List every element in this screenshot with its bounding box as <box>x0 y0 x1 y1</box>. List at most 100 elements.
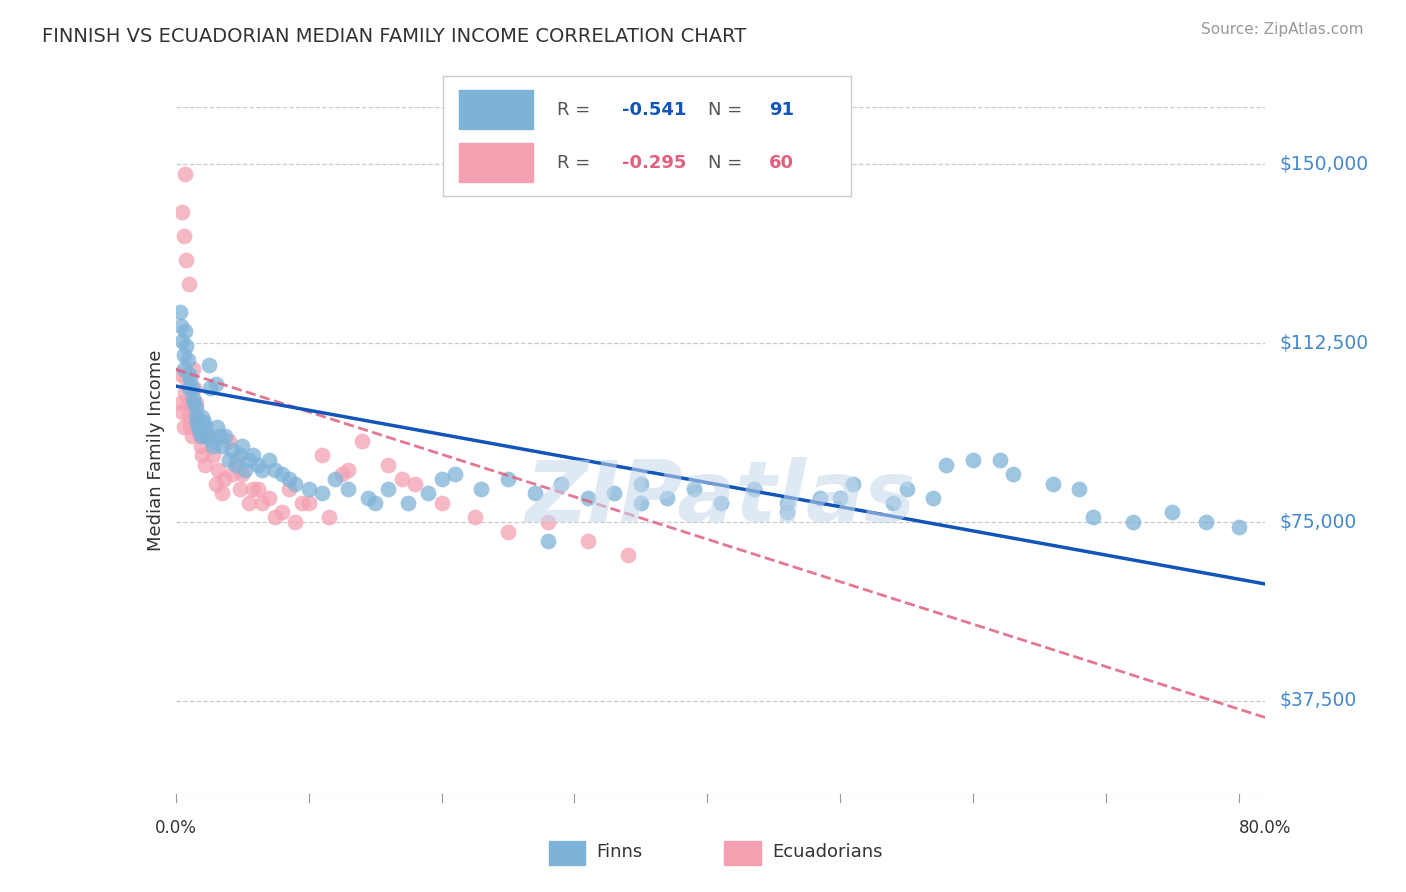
Point <box>184 401 207 415</box>
Point <box>242 448 264 462</box>
Point <box>170 319 193 334</box>
Point <box>173 228 195 243</box>
Point <box>1227 520 1250 534</box>
Point <box>174 386 197 401</box>
Point <box>187 419 209 434</box>
Bar <box>548 840 585 865</box>
Point <box>311 486 333 500</box>
Point <box>181 391 204 405</box>
Point <box>194 419 217 434</box>
Point <box>496 524 519 539</box>
Point <box>311 448 333 462</box>
Point <box>205 419 228 434</box>
Point <box>882 496 904 510</box>
Point <box>683 482 706 496</box>
Point <box>184 396 207 410</box>
Point <box>201 448 224 462</box>
Point <box>922 491 945 505</box>
Point <box>208 429 231 443</box>
Text: FINNISH VS ECUADORIAN MEDIAN FAMILY INCOME CORRELATION CHART: FINNISH VS ECUADORIAN MEDIAN FAMILY INCO… <box>42 27 747 45</box>
Point <box>177 410 200 425</box>
Point <box>194 458 217 472</box>
Point <box>177 396 200 410</box>
Point <box>231 439 253 453</box>
Point <box>201 439 224 453</box>
Point <box>218 434 240 448</box>
Text: R =: R = <box>557 153 596 171</box>
Point <box>830 491 852 505</box>
Point <box>537 534 560 549</box>
Point <box>174 324 197 338</box>
Point <box>233 462 256 476</box>
Point <box>191 410 214 425</box>
Point <box>228 482 250 496</box>
Text: N =: N = <box>709 153 748 171</box>
Point <box>391 472 413 486</box>
Point <box>177 381 200 395</box>
Point <box>198 429 221 443</box>
Point <box>173 419 195 434</box>
Text: N =: N = <box>709 101 748 119</box>
Point <box>228 448 250 462</box>
Point <box>1069 482 1091 496</box>
Point <box>277 482 299 496</box>
Point <box>776 496 799 510</box>
Point <box>377 458 399 472</box>
Point <box>257 491 280 505</box>
Point <box>430 472 453 486</box>
Point <box>242 482 264 496</box>
Point <box>238 496 260 510</box>
Point <box>186 415 208 429</box>
Point <box>464 510 486 524</box>
Point <box>710 496 733 510</box>
Text: $112,500: $112,500 <box>1279 334 1368 352</box>
Point <box>430 496 453 510</box>
Point <box>496 472 519 486</box>
Point <box>200 381 222 395</box>
Point <box>330 467 353 482</box>
Point <box>657 491 679 505</box>
Point <box>176 252 198 267</box>
Point <box>177 277 200 291</box>
Bar <box>460 144 533 182</box>
Point <box>298 482 321 496</box>
Point <box>221 467 243 482</box>
Text: 91: 91 <box>769 101 794 119</box>
Point <box>181 362 204 376</box>
Point <box>247 482 270 496</box>
Point <box>225 453 247 467</box>
Point <box>364 496 387 510</box>
Point <box>896 482 918 496</box>
Point <box>188 425 211 439</box>
Point <box>1121 515 1143 529</box>
Point <box>264 510 287 524</box>
Text: $150,000: $150,000 <box>1279 155 1368 174</box>
Point <box>935 458 957 472</box>
Point <box>742 482 765 496</box>
Point <box>172 334 194 348</box>
Point <box>186 410 208 425</box>
Point <box>183 381 205 395</box>
Point <box>170 396 193 410</box>
Point <box>191 448 214 462</box>
Point <box>180 381 202 395</box>
Point <box>179 372 201 386</box>
Point <box>187 419 209 434</box>
Point <box>169 305 191 319</box>
Point <box>198 358 221 372</box>
Point <box>337 462 360 476</box>
Point <box>184 410 207 425</box>
Bar <box>460 90 533 128</box>
Point <box>298 496 321 510</box>
Point <box>337 482 360 496</box>
Point <box>193 415 215 429</box>
Point <box>323 472 346 486</box>
Point <box>576 491 599 505</box>
Point <box>396 496 419 510</box>
Point <box>188 429 211 443</box>
Point <box>277 472 299 486</box>
Point <box>176 372 198 386</box>
Point <box>225 458 247 472</box>
Point <box>247 458 270 472</box>
Point <box>842 476 865 491</box>
